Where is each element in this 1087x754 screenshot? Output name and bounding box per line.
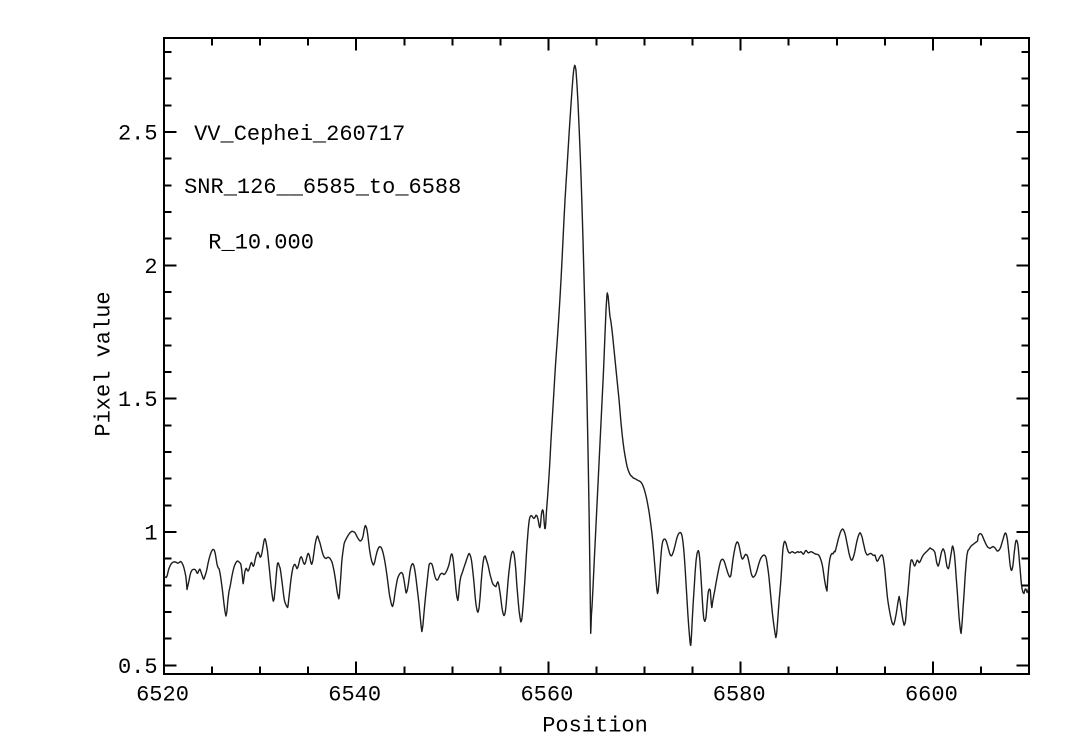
svg-text:6560: 6560 [520,683,573,708]
svg-text:VV_Cephei_260717: VV_Cephei_260717 [194,122,405,147]
svg-text:1: 1 [144,522,157,547]
svg-text:2.5: 2.5 [118,122,158,147]
svg-text:6520: 6520 [136,683,189,708]
svg-text:Position: Position [542,713,648,738]
svg-text:2: 2 [144,255,157,280]
svg-text:6600: 6600 [905,683,958,708]
svg-text:1.5: 1.5 [118,388,158,413]
svg-text:R_10.000: R_10.000 [208,231,314,256]
svg-text:0.5: 0.5 [118,655,158,680]
svg-text:6540: 6540 [328,683,381,708]
svg-text:6580: 6580 [713,683,766,708]
svg-text:Pixel value: Pixel value [92,291,117,436]
svg-text:SNR_126__6585_to_6588: SNR_126__6585_to_6588 [184,175,461,200]
